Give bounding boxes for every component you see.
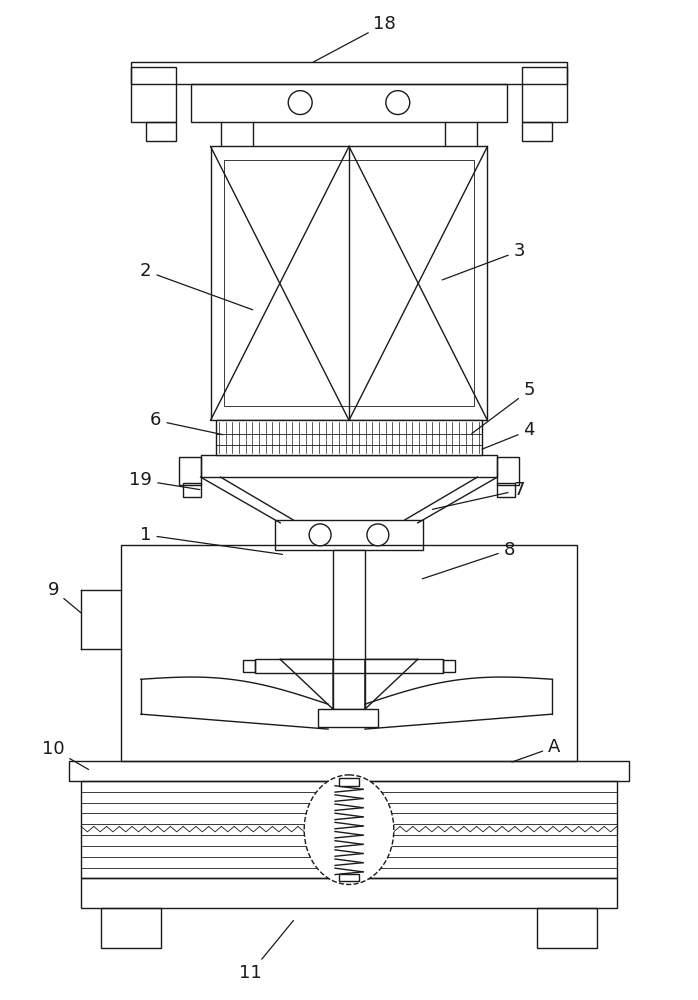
Text: 2: 2	[140, 262, 253, 310]
Bar	[255, 659, 443, 673]
Bar	[244, 660, 255, 672]
Ellipse shape	[304, 775, 394, 884]
Bar	[101, 908, 161, 948]
Bar	[333, 550, 365, 709]
Bar	[498, 483, 515, 497]
Text: A: A	[512, 738, 560, 762]
Bar	[522, 122, 552, 141]
Text: 4: 4	[482, 421, 535, 449]
Circle shape	[386, 91, 410, 115]
Text: 3: 3	[443, 242, 525, 280]
Bar	[275, 520, 423, 550]
Bar	[339, 778, 359, 786]
Bar	[179, 457, 200, 485]
Text: 9: 9	[47, 581, 81, 613]
Bar	[191, 84, 507, 122]
Bar	[146, 122, 176, 141]
Circle shape	[365, 713, 375, 723]
Text: 6: 6	[150, 411, 223, 435]
Text: 8: 8	[422, 541, 515, 579]
Bar	[211, 146, 487, 420]
Bar	[537, 908, 597, 948]
Text: 7: 7	[432, 481, 525, 509]
Bar	[81, 781, 617, 878]
Text: 5: 5	[472, 381, 535, 434]
Bar	[81, 878, 617, 908]
Bar	[522, 67, 567, 122]
Circle shape	[367, 524, 389, 546]
Circle shape	[288, 91, 312, 115]
Bar	[121, 545, 577, 761]
Bar	[69, 761, 629, 781]
Bar	[131, 62, 567, 84]
Bar	[339, 874, 359, 881]
Text: 1: 1	[140, 526, 283, 554]
Text: 10: 10	[42, 740, 89, 770]
Bar	[498, 457, 519, 485]
Text: 19: 19	[129, 471, 200, 490]
Bar	[183, 483, 200, 497]
Bar	[318, 709, 378, 727]
Text: 18: 18	[313, 15, 396, 62]
Circle shape	[323, 713, 333, 723]
Text: 11: 11	[239, 920, 293, 982]
Bar	[131, 67, 176, 122]
Bar	[216, 420, 482, 455]
Bar	[200, 455, 498, 477]
Bar	[225, 160, 473, 406]
Circle shape	[309, 524, 331, 546]
Bar	[443, 660, 454, 672]
